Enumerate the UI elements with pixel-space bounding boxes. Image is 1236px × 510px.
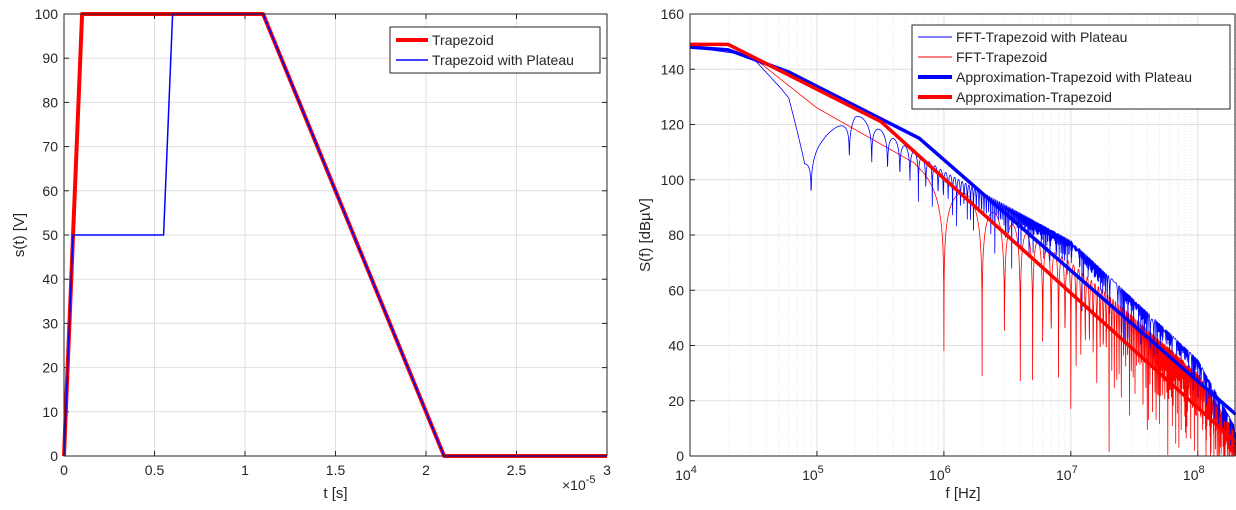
x-tick-power: 7 (1072, 464, 1078, 476)
y-tick-label: 90 (42, 50, 58, 66)
x-exponent-base: ×10 (562, 477, 586, 493)
y-tick-label: 100 (35, 6, 59, 22)
y-tick-label: 60 (42, 183, 58, 199)
legend-left (389, 26, 601, 74)
x-tick-label: 108 (1183, 464, 1205, 483)
y-axis-label: s(t) [V] (11, 213, 28, 257)
x-tick-base: 10 (1183, 467, 1199, 483)
x-axis-label: t [s] (323, 485, 347, 502)
x-tick-base: 10 (802, 467, 818, 483)
y-tick-label: 60 (668, 282, 684, 298)
x-tick-power: 5 (818, 464, 824, 476)
y-tick-label: 160 (661, 6, 685, 22)
y-tick-label: 120 (661, 117, 685, 133)
y-tick-label: 0 (676, 448, 684, 464)
y-tick-label: 40 (42, 271, 58, 287)
x-tick-base: 10 (929, 467, 945, 483)
x-tick-label: 1.5 (326, 462, 346, 478)
y-axis-label: S(f) [dBµV] (637, 198, 654, 272)
x-tick-power: 6 (945, 464, 951, 476)
axes-box-left (63, 13, 608, 457)
x-tick-power: 8 (1199, 464, 1205, 476)
series-approximation-trapezoid (690, 42, 1236, 444)
legend-entry: Approximation-Trapezoid with Plateau (956, 69, 1192, 85)
x-tick-label: 106 (929, 464, 951, 483)
x-tick-label: 0.5 (145, 462, 165, 478)
x-tick-base: 10 (675, 467, 691, 483)
y-tick-label: 140 (661, 61, 685, 77)
series-approximation-trapezoid-with-plateau (689, 45, 1236, 416)
legend-right (911, 24, 1231, 110)
y-tick-label: 0 (50, 448, 58, 464)
x-axis-label: f [Hz] (945, 485, 980, 502)
y-tick-label: 80 (668, 227, 684, 243)
x-tick-label: 0 (60, 462, 68, 478)
x-exponent-label: ×10-5 (562, 474, 596, 493)
legend-entry: FFT-Trapezoid with Plateau (956, 29, 1127, 45)
legend-entry-trapezoid-with-plateau: Trapezoid with Plateau (432, 52, 574, 68)
y-tick-label: 100 (661, 172, 685, 188)
x-tick-label: 105 (802, 464, 824, 483)
y-tick-label: 80 (42, 94, 58, 110)
x-tick-label: 2.5 (507, 462, 527, 478)
y-tick-label: 20 (668, 393, 684, 409)
legend-entry-trapezoid: Trapezoid (432, 32, 494, 48)
x-tick-label: 107 (1056, 464, 1078, 483)
x-tick-label: 104 (675, 464, 697, 483)
x-tick-power: 4 (691, 464, 697, 476)
x-exponent-power: -5 (586, 474, 596, 486)
y-tick-label: 70 (42, 139, 58, 155)
axes-box-right (689, 13, 1236, 457)
legend-entry: FFT-Trapezoid (956, 49, 1047, 65)
x-tick-label: 1 (241, 462, 249, 478)
x-tick-label: 3 (603, 462, 611, 478)
x-tick-base: 10 (1056, 467, 1072, 483)
y-tick-label: 40 (668, 338, 684, 354)
legend-entry: Approximation-Trapezoid (956, 89, 1112, 105)
y-tick-label: 10 (42, 404, 58, 420)
y-tick-label: 50 (42, 227, 58, 243)
x-tick-label: 2 (422, 462, 430, 478)
y-tick-label: 30 (42, 315, 58, 331)
series-fft-trapezoid (689, 44, 1236, 457)
y-tick-label: 20 (42, 360, 58, 376)
series-fft-trapezoid-with-plateau (689, 46, 1236, 446)
